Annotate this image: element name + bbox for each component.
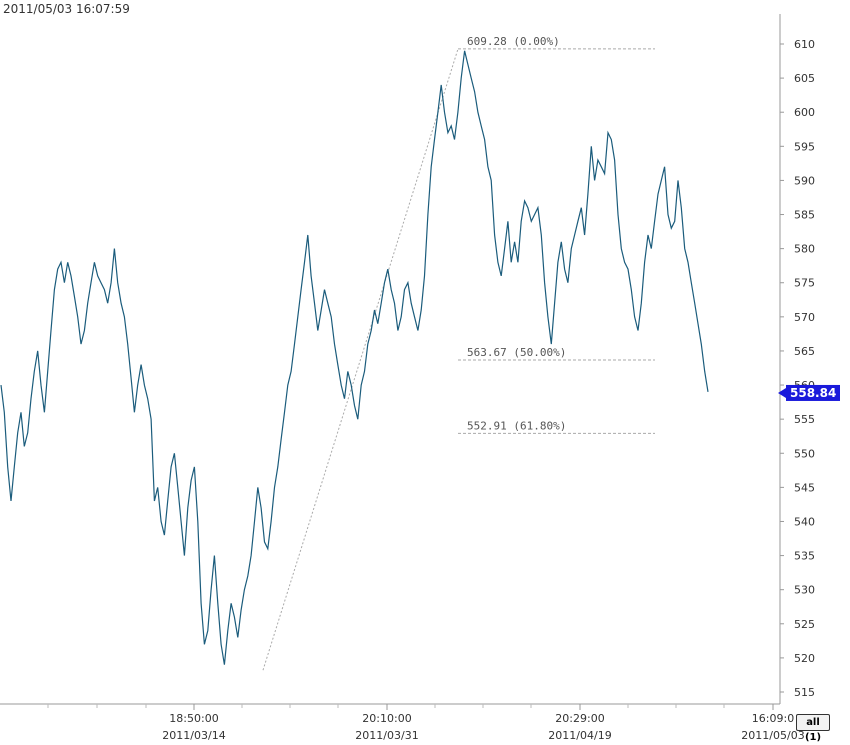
zoom-all-button[interactable]: all (1) (796, 714, 830, 743)
x-tick-date: 2011/03/14 (162, 729, 225, 742)
y-tick-label: 555 (794, 413, 815, 426)
y-tick-label: 575 (794, 277, 815, 290)
y-tick-label: 535 (794, 550, 815, 563)
x-tick-time: 16:09:0 (752, 712, 794, 725)
fib-lines: 609.28 (0.00%) 563.67 (50.00%) 552.91 (61.… (458, 35, 655, 434)
last-price-badge: 558.84 (778, 384, 840, 401)
y-tick-label: 595 (794, 140, 815, 153)
last-price-box (786, 384, 840, 401)
x-tick-date: 2011/05/03 (741, 729, 804, 742)
y-tick-label: 550 (794, 447, 815, 460)
price-series-line (0, 50, 709, 665)
y-tick-label: 545 (794, 481, 815, 494)
timestamp-label: 2011/05/03 16:07:59 (3, 2, 130, 16)
y-tick-label: 540 (794, 515, 815, 528)
y-tick-label: 605 (794, 72, 815, 85)
y-tick-label: 580 (794, 243, 815, 256)
y-tick-label: 585 (794, 209, 815, 222)
fib-level-label: 563.67 (50.00%) (467, 346, 566, 359)
x-axis-ticks: 18:50:00 2011/03/14 20:10:00 2011/03/31 20:2… (47, 704, 805, 742)
x-tick-time: 20:10:00 (362, 712, 411, 725)
y-tick-label: 610 (794, 38, 815, 51)
y-axis-ticks: 5155205255305355405455505555605655705755… (780, 38, 815, 699)
y-tick-label: 525 (794, 618, 815, 631)
y-tick-label: 515 (794, 686, 815, 699)
y-tick-label: 565 (794, 345, 815, 358)
x-tick-date: 2011/03/31 (355, 729, 418, 742)
fib-level-label: 552.91 (61.80%) (467, 419, 566, 432)
y-tick-label: 570 (794, 311, 815, 324)
x-tick-date: 2011/04/19 (548, 729, 611, 742)
y-tick-label: 600 (794, 106, 815, 119)
y-tick-label: 520 (794, 652, 815, 665)
x-tick-time: 18:50:00 (169, 712, 218, 725)
fib-trend-line (262, 48, 459, 671)
y-tick-label: 530 (794, 584, 815, 597)
y-tick-label: 590 (794, 174, 815, 187)
fib-level-label: 609.28 (0.00%) (467, 35, 560, 48)
last-price-arrow (778, 387, 786, 398)
last-price-value: 558.84 (790, 386, 836, 400)
x-tick-time: 20:29:00 (555, 712, 604, 725)
